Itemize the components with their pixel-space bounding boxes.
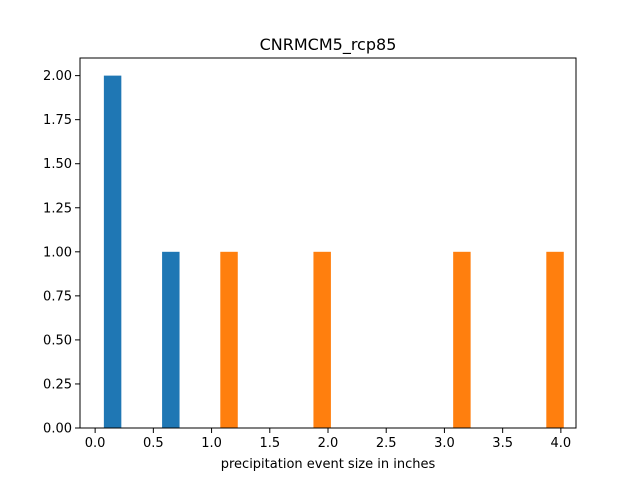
y-axis-ticks: 0.00 0.25 0.50 0.75 1.00 1.25 1.50 1.75 2.00 — [43, 69, 80, 437]
y-tick-label-2: 0.50 — [43, 333, 72, 348]
x-tick-label-2: 1.0 — [201, 436, 222, 451]
bar-1-2 — [453, 251, 471, 428]
bar-1-3 — [546, 251, 564, 428]
bar-1-1 — [313, 251, 331, 428]
y-tick-label-5: 1.25 — [43, 201, 72, 216]
y-tick-label-3: 0.75 — [43, 289, 72, 304]
bars-group — [103, 75, 564, 428]
bar-0-1 — [162, 251, 180, 428]
bar-1-0 — [220, 251, 238, 428]
bar-0-0 — [103, 75, 122, 428]
y-tick-label-6: 1.50 — [43, 157, 72, 172]
chart-title: CNRMCM5_rcp85 — [260, 35, 397, 55]
x-tick-label-8: 4.0 — [551, 436, 572, 451]
x-tick-label-0: 0.0 — [85, 436, 106, 451]
x-tick-label-5: 2.5 — [376, 436, 397, 451]
x-axis-label: precipitation event size in inches — [221, 457, 436, 472]
y-tick-label-1: 0.25 — [43, 377, 72, 392]
x-tick-label-1: 0.5 — [143, 436, 164, 451]
y-tick-label-7: 1.75 — [43, 113, 72, 128]
x-tick-label-3: 1.5 — [259, 436, 280, 451]
x-axis-ticks: 0.0 0.5 1.0 1.5 2.0 2.5 3.0 3.5 4.0 — [85, 428, 571, 451]
y-tick-label-0: 0.00 — [43, 422, 72, 437]
y-tick-label-8: 2.00 — [43, 69, 72, 84]
x-tick-label-7: 3.5 — [492, 436, 513, 451]
x-tick-label-4: 2.0 — [318, 436, 339, 451]
y-tick-label-4: 1.00 — [43, 245, 72, 260]
x-tick-label-6: 3.0 — [434, 436, 455, 451]
